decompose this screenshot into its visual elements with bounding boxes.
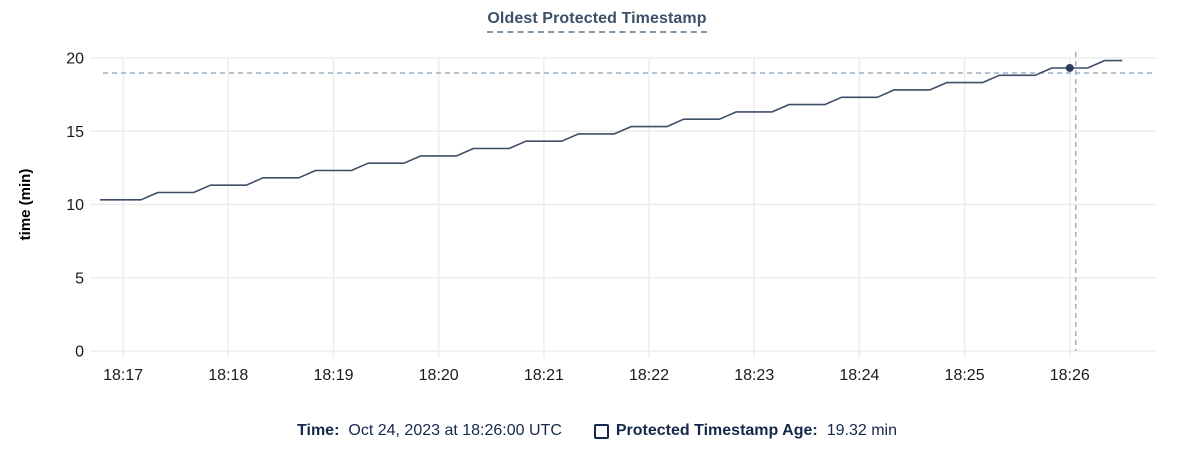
- y-axis-title: time (min): [17, 169, 34, 241]
- chart-legend: Time: Oct 24, 2023 at 18:26:00 UTC Prote…: [0, 422, 1194, 440]
- x-tick-label: 18:26: [1050, 367, 1090, 384]
- series-line: [100, 59, 1123, 201]
- x-tick-label: 18:22: [629, 367, 669, 384]
- y-tick-label: 5: [75, 270, 84, 287]
- timeseries-chart[interactable]: 0 5 10 15 20 18:17 18:18 18:19 18:20 18:21 18:22 18…: [0, 0, 1194, 412]
- x-tick-label: 18:18: [208, 367, 248, 384]
- series-checkbox-icon[interactable]: [593, 423, 609, 439]
- legend-time-value: Oct 24, 2023 at 18:26:00 UTC: [348, 422, 562, 439]
- x-tick-label: 18:19: [313, 367, 353, 384]
- legend-series-value: 19.32 min: [826, 422, 897, 439]
- x-tick-label: 18:17: [103, 367, 143, 384]
- y-tick-label: 0: [75, 344, 84, 361]
- legend-series-toggle[interactable]: Protected Timestamp Age: 19.32 min: [593, 422, 897, 440]
- chart-title[interactable]: Oldest Protected Timestamp: [487, 10, 707, 33]
- legend-time-label: Time:: [297, 422, 340, 439]
- x-tick-label: 18:21: [524, 367, 564, 384]
- hover-point-dot: [1065, 63, 1074, 72]
- x-tick-label: 18:24: [839, 367, 879, 384]
- legend-series-label: Protected Timestamp Age:: [615, 422, 818, 439]
- y-tick-label: 15: [66, 124, 84, 141]
- x-tick-label: 18:25: [945, 367, 985, 384]
- x-tick-label: 18:20: [419, 367, 459, 384]
- chart-title-row: Oldest Protected Timestamp: [0, 10, 1194, 33]
- y-tick-label: 10: [66, 197, 84, 214]
- y-tick-label: 20: [66, 51, 84, 68]
- x-tick-label: 18:23: [734, 367, 774, 384]
